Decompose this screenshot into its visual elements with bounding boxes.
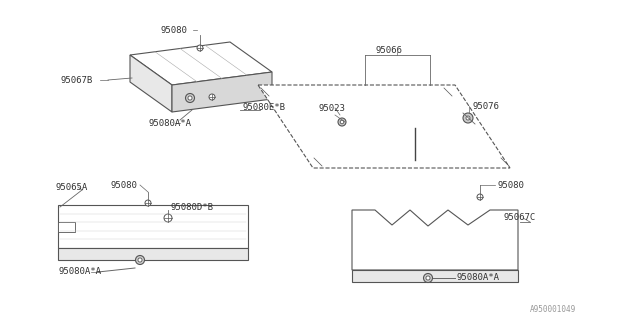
Circle shape <box>145 200 151 206</box>
Polygon shape <box>258 85 510 168</box>
Circle shape <box>197 45 203 51</box>
Circle shape <box>338 118 346 126</box>
Text: 95080A*A: 95080A*A <box>456 274 499 283</box>
Circle shape <box>136 255 145 265</box>
Text: 95076: 95076 <box>472 101 499 110</box>
Polygon shape <box>130 42 272 85</box>
Polygon shape <box>172 72 272 112</box>
Polygon shape <box>58 222 75 232</box>
Polygon shape <box>130 55 172 112</box>
Polygon shape <box>352 270 518 282</box>
Text: 95067C: 95067C <box>503 213 535 222</box>
Text: 95065A: 95065A <box>55 182 87 191</box>
Circle shape <box>463 113 473 123</box>
Circle shape <box>138 258 142 262</box>
Circle shape <box>209 94 215 100</box>
Text: 95080: 95080 <box>110 180 137 189</box>
Circle shape <box>188 96 192 100</box>
Circle shape <box>477 194 483 200</box>
Text: 95067B: 95067B <box>60 76 92 84</box>
Polygon shape <box>58 248 248 260</box>
Text: 95080: 95080 <box>497 180 524 189</box>
Polygon shape <box>58 205 248 248</box>
Text: A950001049: A950001049 <box>530 306 576 315</box>
Circle shape <box>466 116 470 120</box>
Text: 95080E*B: 95080E*B <box>242 102 285 111</box>
Circle shape <box>424 274 433 283</box>
Circle shape <box>164 214 172 222</box>
Text: 95080A*A: 95080A*A <box>148 118 191 127</box>
Circle shape <box>186 93 195 102</box>
Text: 95080A*A: 95080A*A <box>58 268 101 276</box>
Circle shape <box>426 276 430 280</box>
Text: 95066: 95066 <box>375 45 402 54</box>
Text: 95023: 95023 <box>318 103 345 113</box>
Text: 95080: 95080 <box>160 26 187 35</box>
Circle shape <box>340 120 344 124</box>
Polygon shape <box>352 210 518 270</box>
Text: 95080D*B: 95080D*B <box>170 204 213 212</box>
